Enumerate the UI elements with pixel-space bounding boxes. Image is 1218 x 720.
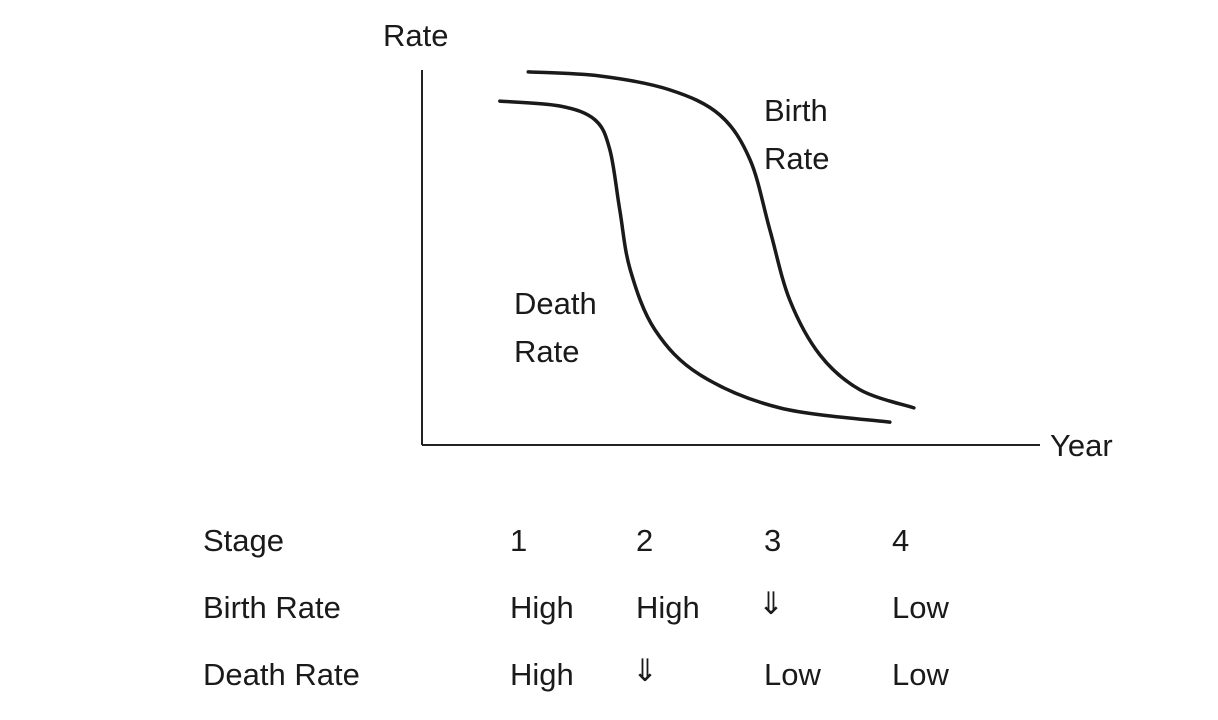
death-rate-curve — [498, 99, 892, 424]
death-rate-stage-2-decrease-arrow: ⇓ — [632, 653, 658, 688]
birth-rate-label-line1: Birth — [764, 93, 828, 128]
birth-rate-stage-4: Low — [892, 590, 949, 625]
birth-rate-stage-3-decrease-arrow: ⇓ — [758, 586, 784, 621]
table-header-stage-1: 1 — [510, 523, 528, 558]
y-axis-label: Rate — [383, 18, 449, 53]
table-header-stage: Stage — [203, 523, 285, 558]
death-rate-stage-1: High — [510, 657, 574, 692]
death-rate-label-line2: Rate — [514, 334, 580, 369]
death-rate-stage-3: Low — [764, 657, 821, 692]
birth-rate-row-label: Birth Rate — [203, 590, 341, 625]
table-header-stage-3: 3 — [764, 523, 782, 558]
birth-rate-stage-2: High — [636, 590, 700, 625]
death-rate-label-line1: Death — [514, 286, 597, 321]
table-header-stage-2: 2 — [636, 523, 654, 558]
x-axis-label: Year — [1050, 428, 1113, 463]
death-rate-row-label: Death Rate — [203, 657, 360, 692]
birth-rate-curve — [526, 70, 916, 410]
birth-rate-stage-1: High — [510, 590, 574, 625]
birth-rate-label-line2: Rate — [764, 141, 830, 176]
death-rate-stage-4: Low — [892, 657, 949, 692]
table-header-stage-4: 4 — [892, 523, 910, 558]
